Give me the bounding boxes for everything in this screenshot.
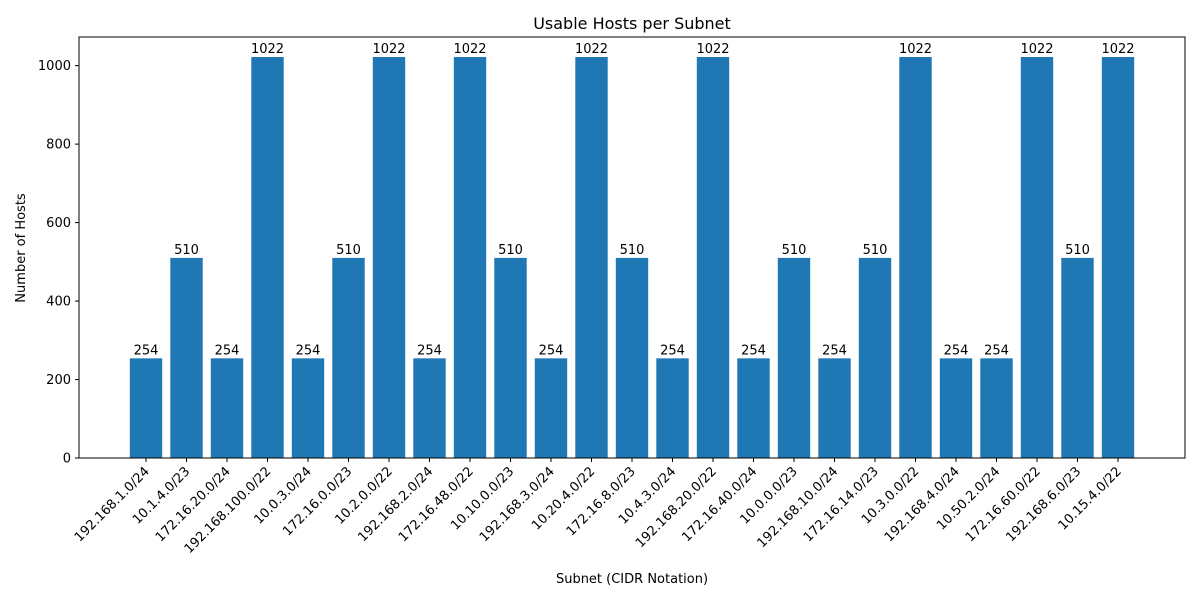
data-label: 254 [944,343,969,358]
data-label: 254 [660,343,685,358]
y-tick-label: 800 [46,138,71,153]
bar [170,257,203,458]
data-label: 510 [620,243,645,258]
bar [1061,257,1094,458]
y-tick-label: 200 [46,373,71,388]
bar [1101,57,1135,458]
bar [413,358,446,458]
data-label: 1022 [899,42,932,57]
x-tick-label: 172.16.48.0/22 [396,464,477,545]
data-label: 1022 [453,42,486,57]
x-tick-label: 172.16.20.0/24 [153,464,234,545]
bar [858,257,892,458]
data-label: 254 [134,343,159,358]
data-label: 1022 [575,42,608,57]
bar [737,358,770,458]
bar [575,57,608,458]
data-label: 510 [782,243,807,258]
data-label: 510 [498,243,523,258]
x-tick-label: 192.168.1.0/24 [72,464,153,545]
data-label: 254 [984,343,1009,358]
data-label: 254 [215,343,240,358]
data-label: 1022 [251,42,284,57]
bar [291,358,325,458]
data-label: 254 [741,343,766,358]
bar [1020,57,1054,458]
x-tick-label: 172.16.40.0/24 [679,464,760,545]
y-tick-label: 0 [63,452,71,467]
bar [332,257,365,458]
x-tick-label: 172.16.0.0/23 [280,464,355,539]
x-tick-label: 192.168.4.0/24 [882,464,963,545]
data-label: 1022 [1020,42,1053,57]
data-label: 254 [296,343,321,358]
y-tick-label: 600 [46,216,71,231]
bar [615,257,649,458]
bar [129,358,163,458]
chart-title: Usable Hosts per Subnet [533,14,731,33]
bar [534,358,568,458]
bar [777,257,811,458]
bar [696,57,730,458]
y-axis-label: Number of Hosts [14,193,29,303]
bar [251,57,284,458]
data-label: 510 [863,243,888,258]
y-tick-label: 1000 [38,59,71,74]
bar [494,257,527,458]
bar [980,358,1013,458]
x-tick-label: 172.16.14.0/23 [801,464,882,545]
data-label: 1022 [372,42,405,57]
bar [210,358,244,458]
x-tick-label: 172.16.8.0/23 [564,464,639,539]
x-tick-label: 192.168.3.0/24 [477,464,558,545]
bar [899,57,932,458]
x-tick-label: 172.16.60.0/22 [963,464,1044,545]
data-label: 510 [174,243,199,258]
x-axis-label: Subnet (CIDR Notation) [556,572,708,587]
data-label: 1022 [1101,42,1134,57]
x-tick-label: 192.168.6.0/23 [1003,464,1084,545]
data-label: 510 [336,243,361,258]
bar [453,57,487,458]
bar [372,57,406,458]
y-tick-label: 400 [46,295,71,310]
data-label: 254 [822,343,847,358]
data-label: 510 [1065,243,1090,258]
x-tick-label: 192.168.2.0/24 [355,464,436,545]
data-label: 1022 [696,42,729,57]
data-label: 254 [417,343,442,358]
bar [656,358,689,458]
plot-area: 254 510 254 1022 254 510 1022 254 1022 510 254 1022… [38,36,1186,557]
data-label: 254 [539,343,564,358]
bar [818,358,851,458]
bar [939,358,973,458]
